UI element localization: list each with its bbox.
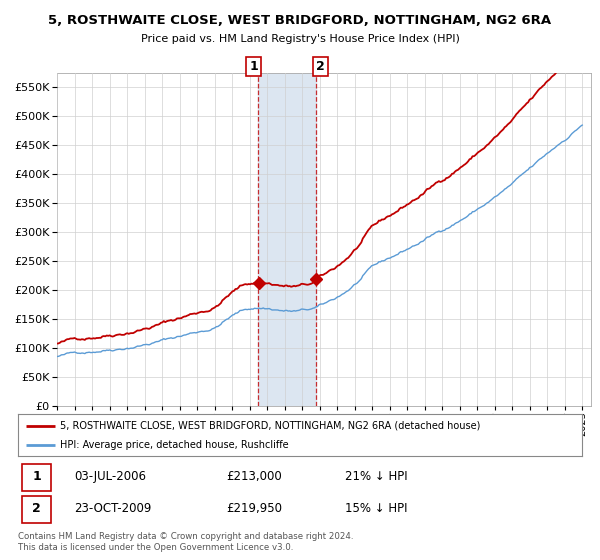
Text: Price paid vs. HM Land Registry's House Price Index (HPI): Price paid vs. HM Land Registry's House … [140,34,460,44]
Text: £219,950: £219,950 [227,502,283,515]
Text: 21% ↓ HPI: 21% ↓ HPI [345,470,408,483]
Text: 03-JUL-2006: 03-JUL-2006 [74,470,146,483]
Text: Contains HM Land Registry data © Crown copyright and database right 2024.: Contains HM Land Registry data © Crown c… [18,532,353,541]
Text: 2: 2 [32,502,41,515]
Text: 1: 1 [32,470,41,483]
Text: 5, ROSTHWAITE CLOSE, WEST BRIDGFORD, NOTTINGHAM, NG2 6RA (detached house): 5, ROSTHWAITE CLOSE, WEST BRIDGFORD, NOT… [60,421,481,431]
Text: 23-OCT-2009: 23-OCT-2009 [74,502,152,515]
Text: HPI: Average price, detached house, Rushcliffe: HPI: Average price, detached house, Rush… [60,440,289,450]
Text: This data is licensed under the Open Government Licence v3.0.: This data is licensed under the Open Gov… [18,543,293,552]
FancyBboxPatch shape [22,464,51,491]
Text: 2: 2 [316,60,325,73]
Text: 1: 1 [250,60,259,73]
Text: 5, ROSTHWAITE CLOSE, WEST BRIDGFORD, NOTTINGHAM, NG2 6RA: 5, ROSTHWAITE CLOSE, WEST BRIDGFORD, NOT… [49,14,551,27]
Text: 15% ↓ HPI: 15% ↓ HPI [345,502,407,515]
Text: £213,000: £213,000 [227,470,283,483]
FancyBboxPatch shape [22,496,51,523]
Bar [259,73,316,406]
